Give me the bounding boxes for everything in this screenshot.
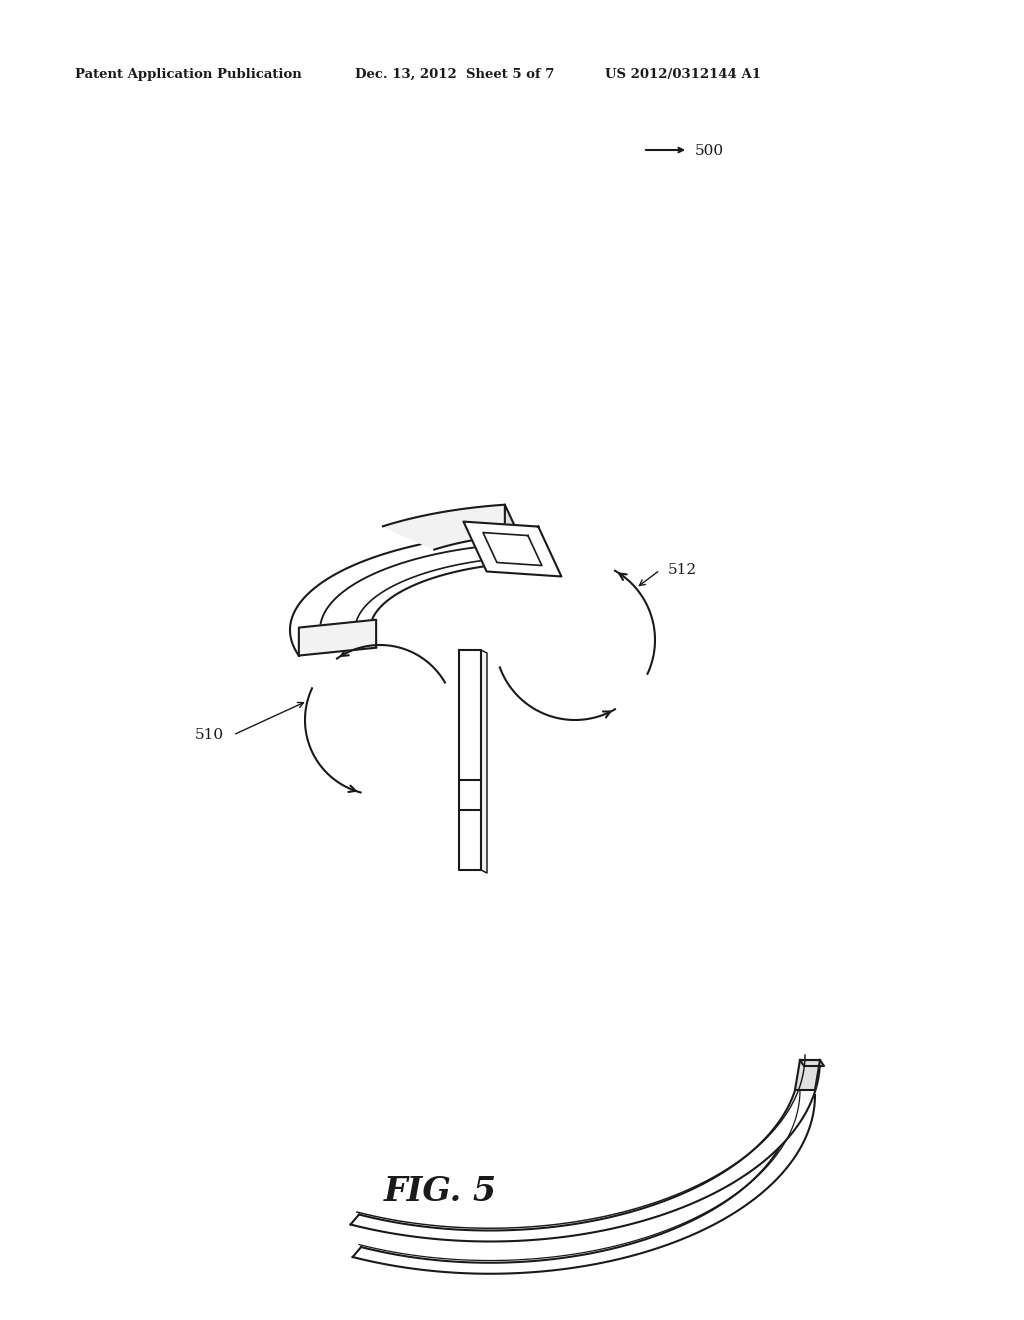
Text: 512: 512 [668, 564, 697, 577]
Text: US 2012/0312144 A1: US 2012/0312144 A1 [605, 69, 761, 81]
Text: Dec. 13, 2012  Sheet 5 of 7: Dec. 13, 2012 Sheet 5 of 7 [355, 69, 554, 81]
Text: 510: 510 [195, 729, 224, 742]
Text: 500: 500 [695, 144, 724, 158]
Polygon shape [459, 649, 481, 870]
Polygon shape [795, 1060, 820, 1090]
Polygon shape [800, 1060, 824, 1067]
Polygon shape [350, 1060, 820, 1242]
Polygon shape [383, 504, 519, 549]
Polygon shape [481, 649, 487, 873]
Polygon shape [464, 521, 561, 577]
Text: Patent Application Publication: Patent Application Publication [75, 69, 302, 81]
Polygon shape [299, 619, 376, 656]
Polygon shape [290, 533, 519, 656]
Text: FIG. 5: FIG. 5 [383, 1175, 497, 1208]
Polygon shape [505, 504, 519, 562]
Polygon shape [352, 1096, 815, 1274]
